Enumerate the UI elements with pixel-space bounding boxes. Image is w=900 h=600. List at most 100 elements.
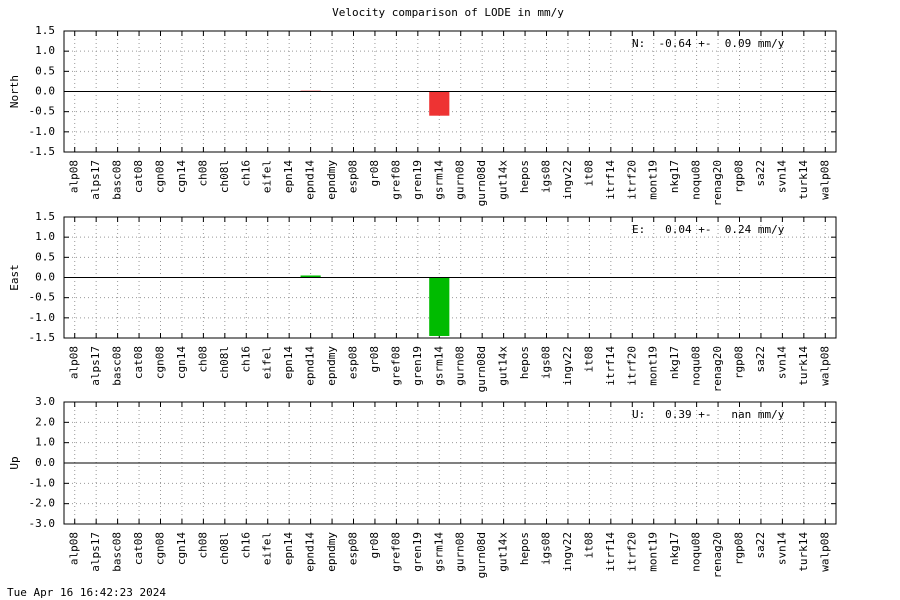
- y-tick-label: 1.5: [35, 210, 55, 223]
- x-tick-label: cat08: [132, 532, 145, 565]
- x-tick-label: igs08: [540, 532, 553, 565]
- x-tick-label: hepos: [518, 346, 531, 379]
- x-tick-label: alp08: [68, 346, 81, 379]
- x-tick-label: svn14: [775, 346, 788, 379]
- x-tick-label: ch08: [196, 346, 209, 373]
- x-tick-label: gr08: [368, 160, 381, 187]
- x-tick-label: cgn14: [175, 346, 188, 379]
- x-tick-label: sa22: [754, 532, 767, 559]
- y-tick-label: -1.5: [29, 145, 56, 158]
- x-tick-label: gurn08d: [475, 532, 488, 578]
- x-tick-label: itrf14: [604, 346, 617, 386]
- x-tick-label: sa22: [754, 346, 767, 373]
- x-tick-label: cgn08: [154, 346, 167, 379]
- x-tick-label: svn14: [775, 532, 788, 565]
- x-tick-label: walp08: [818, 346, 831, 386]
- y-tick-label: -0.5: [29, 291, 56, 304]
- x-tick-label: sa22: [754, 160, 767, 187]
- x-tick-label: alps17: [89, 532, 102, 572]
- x-tick-label: gurn08d: [475, 346, 488, 392]
- x-tick-label: gurn08: [454, 346, 467, 386]
- x-tick-label: walp08: [818, 160, 831, 200]
- plot-frame: [63, 216, 837, 339]
- x-tick-label: turk14: [797, 532, 810, 572]
- x-tick-label: basc08: [111, 160, 124, 200]
- x-tick-label: cat08: [132, 160, 145, 193]
- x-tick-label: nkg17: [668, 532, 681, 565]
- x-tick-label: rgp08: [733, 532, 746, 565]
- y-tick-label: 0.0: [35, 456, 55, 469]
- y-tick-label: 0.5: [35, 64, 55, 77]
- x-tick-label: basc08: [111, 346, 124, 386]
- x-tick-label: gurn08: [454, 160, 467, 200]
- y-tick-label: 1.0: [35, 44, 55, 57]
- x-tick-label: cgn08: [154, 160, 167, 193]
- y-tick-label: -0.5: [29, 105, 56, 118]
- x-tick-label: rgp08: [733, 160, 746, 193]
- x-tick-label: gsrm14: [432, 346, 445, 386]
- x-tick-label: ingv22: [561, 160, 574, 200]
- x-tick-label: itrf20: [625, 532, 638, 572]
- x-tick-label: alp08: [68, 532, 81, 565]
- x-tick-label: hepos: [518, 532, 531, 565]
- x-tick-label: turk14: [797, 346, 810, 386]
- x-tick-label: alp08: [68, 160, 81, 193]
- x-tick-label: gr08: [368, 346, 381, 373]
- y-tick-label: 2.0: [35, 415, 55, 428]
- x-tick-label: epn14: [282, 160, 295, 193]
- x-tick-label: cat08: [132, 346, 145, 379]
- x-tick-label: esp08: [347, 160, 360, 193]
- x-tick-label: it08: [582, 160, 595, 187]
- x-tick-label: gref08: [389, 346, 402, 386]
- y-axis-label: North: [8, 75, 21, 108]
- x-tick-label: itrf20: [625, 160, 638, 200]
- x-tick-label: it08: [582, 532, 595, 559]
- y-tick-label: 1.0: [35, 230, 55, 243]
- y-tick-label: 3.0: [35, 395, 55, 408]
- plot-frame: [63, 401, 837, 525]
- x-tick-label: cgn08: [154, 532, 167, 565]
- plot-frame: [63, 30, 837, 153]
- x-tick-label: gref08: [389, 160, 402, 200]
- y-tick-label: 0.5: [35, 250, 55, 263]
- x-tick-label: eifel: [261, 532, 274, 565]
- x-tick-label: gut14x: [497, 532, 510, 572]
- x-tick-label: cgn14: [175, 532, 188, 565]
- annotation: U: 0.39 +- nan mm/y: [632, 408, 785, 421]
- chart-title: Velocity comparison of LODE in mm/y: [332, 6, 564, 19]
- x-tick-label: epndmy: [325, 532, 338, 572]
- x-tick-label: ingv22: [561, 532, 574, 572]
- x-tick-label: mont19: [647, 160, 660, 200]
- x-tick-label: noqu08: [690, 160, 703, 200]
- x-tick-label: it08: [582, 346, 595, 373]
- x-tick-label: gut14x: [497, 160, 510, 200]
- footer: Tue Apr 16 16:42:23 2024: [7, 586, 166, 599]
- x-tick-label: gren19: [411, 346, 424, 386]
- x-tick-label: itrf20: [625, 346, 638, 386]
- annotation: N: -0.64 +- 0.09 mm/y: [632, 37, 785, 50]
- x-tick-label: noqu08: [690, 532, 703, 572]
- x-tick-label: epn14: [282, 346, 295, 379]
- x-tick-label: nkg17: [668, 160, 681, 193]
- x-tick-label: esp08: [347, 346, 360, 379]
- x-tick-label: mont19: [647, 532, 660, 572]
- x-tick-label: itrf14: [604, 160, 617, 200]
- bar: [300, 275, 321, 278]
- x-tick-label: renag20: [711, 532, 724, 578]
- x-tick-label: rgp08: [733, 346, 746, 379]
- x-tick-label: epnd14: [304, 532, 317, 572]
- x-tick-label: igs08: [540, 160, 553, 193]
- x-tick-label: gsrm14: [432, 532, 445, 572]
- x-tick-label: ch08l: [218, 532, 231, 565]
- x-tick-label: epnd14: [304, 160, 317, 200]
- x-tick-label: gren19: [411, 160, 424, 200]
- x-tick-label: ingv22: [561, 346, 574, 386]
- y-tick-label: -2.0: [29, 497, 56, 510]
- x-tick-label: ch08: [196, 532, 209, 559]
- x-tick-label: epnd14: [304, 346, 317, 386]
- x-tick-label: gsrm14: [432, 160, 445, 200]
- x-tick-label: alps17: [89, 160, 102, 200]
- x-tick-label: ch16: [239, 160, 252, 187]
- y-tick-label: 0.0: [35, 271, 55, 284]
